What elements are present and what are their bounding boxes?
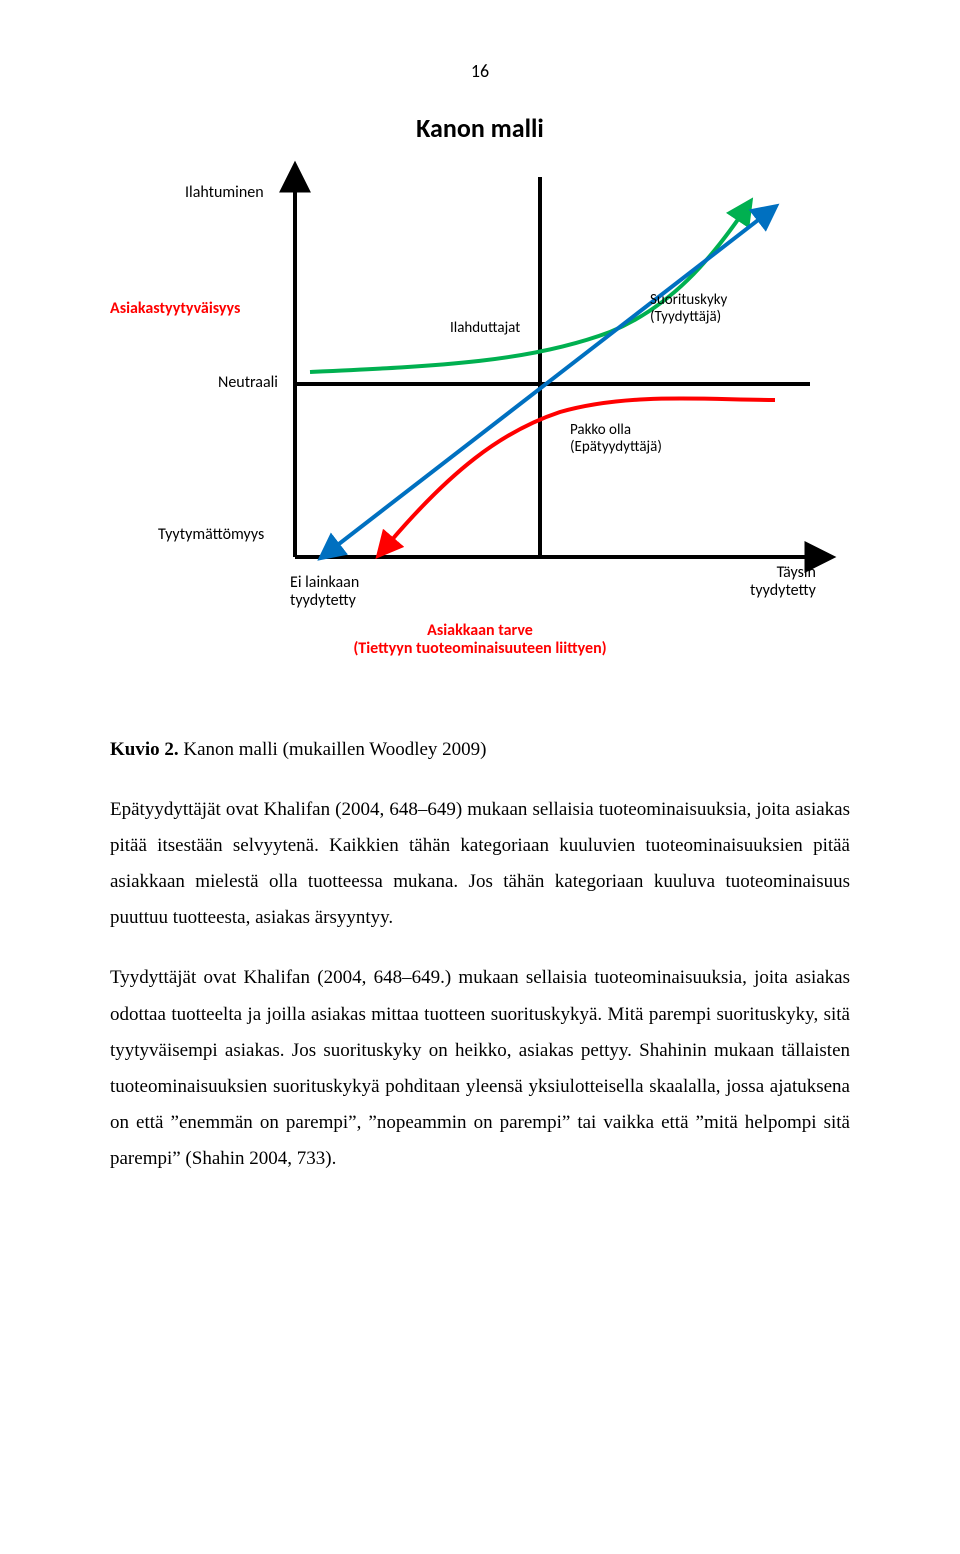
delighters-curve: [310, 202, 750, 372]
caption-text: Kanon malli (mukaillen Woodley 2009): [179, 739, 487, 760]
x-right-label: Täysin tyydytetty: [750, 564, 816, 601]
figure-caption: Kuvio 2. Kanon malli (mukaillen Woodley …: [110, 732, 850, 768]
delighters-label: Ilahduttajat: [450, 320, 520, 337]
x-axis-title: Asiakkaan tarve (Tiettyyn tuoteominaisuu…: [110, 622, 850, 659]
y-bottom-label: Tyytymättömyys: [158, 526, 264, 544]
y-axis-title: Asiakastyytyväisyys: [110, 300, 240, 318]
mustbe-curve: [390, 398, 775, 542]
x-left-label: Ei lainkaan tyydytetty: [290, 574, 359, 611]
performance-label: Suorituskyky (Tyydyttäjä): [650, 292, 727, 327]
paragraph-2: Tyydyttäjät ovat Khalifan (2004, 648–649…: [110, 960, 850, 1177]
y-top-label: Ilahtuminen: [185, 184, 264, 202]
performance-line: [335, 207, 775, 547]
page-number: 16: [110, 60, 850, 82]
kano-chart: Kanon malli: [110, 102, 850, 692]
body-text: Kuvio 2. Kanon malli (mukaillen Woodley …: [110, 732, 850, 1177]
caption-prefix: Kuvio 2.: [110, 739, 179, 760]
mustbe-label: Pakko olla (Epätyydyttäjä): [570, 422, 662, 457]
paragraph-1: Epätyydyttäjät ovat Khalifan (2004, 648–…: [110, 792, 850, 936]
y-mid-label: Neutraali: [218, 374, 278, 392]
